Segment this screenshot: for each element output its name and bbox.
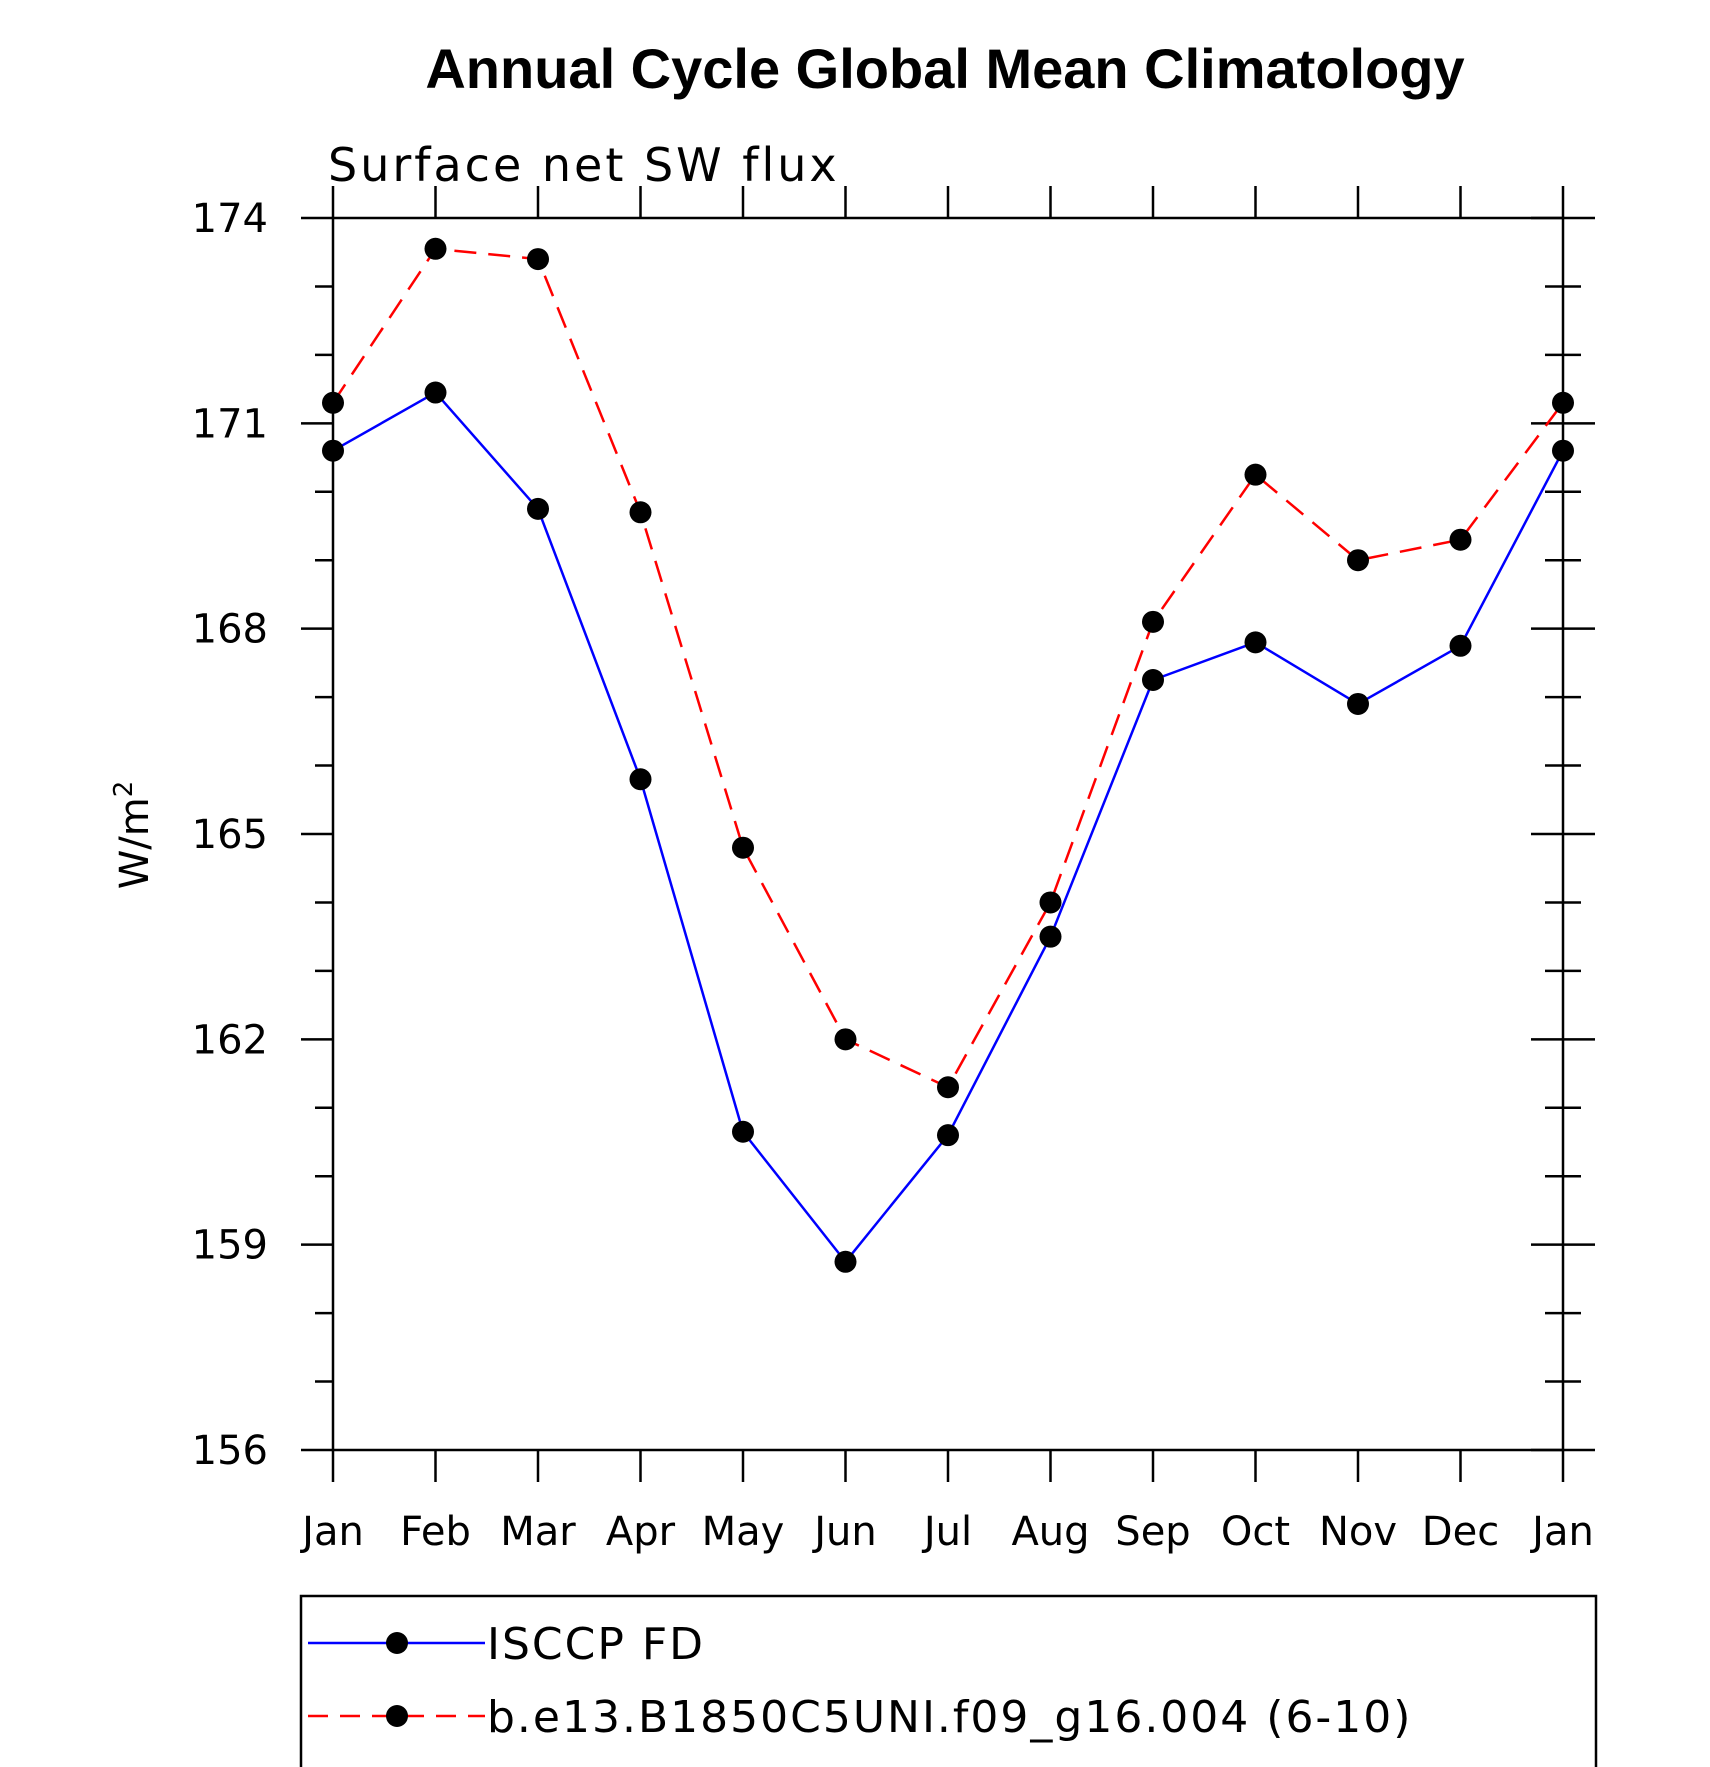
series-1-point [322,391,344,414]
series-line-1 [331,247,1565,1089]
y-axis-label-superscript: 2 [109,781,139,798]
y-tick-label: 174 [192,196,268,242]
x-tick-label: Nov [1319,1509,1397,1555]
series-1-point [1039,891,1062,914]
y-tick-label: 156 [192,1428,268,1474]
chart-title: Annual Cycle Global Mean Climatology [425,37,1464,100]
y-tick-label: 165 [192,812,268,858]
series-0-point [1039,925,1062,948]
y-tick-label: 159 [192,1223,268,1269]
series-1-point [834,1028,857,1051]
series-1-point [732,836,754,859]
x-tick-label: Oct [1221,1509,1290,1555]
x-tick-label: Dec [1422,1509,1499,1555]
legend-marker-model [386,1705,408,1727]
series-0-point [1142,669,1164,691]
series-0-point [424,381,447,404]
y-tick-label: 171 [192,401,268,447]
series-0-point [629,768,652,791]
x-tick-label: Feb [400,1509,471,1555]
series-0-point [834,1250,857,1273]
series-1-point [629,501,652,524]
series-1-point [1347,549,1369,572]
x-tick-label: Jan [299,1509,364,1555]
x-tick-label: Jan [1529,1509,1594,1555]
legend-label-model: b.e13.B1850C5UNI.f09_g16.004 (6-10) [487,1692,1412,1743]
series-1-point [1244,463,1267,486]
series-1-point [527,248,549,271]
plot-frame [331,216,1565,1452]
x-tick-label: Jul [921,1509,972,1555]
series-1-point [424,237,447,260]
legend-label-isccp: ISCCP FD [487,1619,705,1670]
y-axis-ticks [301,216,1595,1452]
legend-marker-isccp [386,1632,408,1654]
series-0-point [1552,439,1574,462]
x-tick-label: May [702,1509,785,1555]
series-0-point [1347,692,1369,715]
series-0-point [732,1120,754,1143]
series-1-point [937,1076,959,1099]
y-axis-label-text: W/m [112,797,158,889]
y-axis-tick-labels: 156 159 162 165 168 171 174 [192,196,268,1474]
x-axis-tick-labels: Jan Feb Mar Apr May Jun Jul Aug Sep Oct Nov Dec Jan [299,1509,1594,1555]
series-0-point [1244,631,1267,654]
legend: ISCCP FD b.e13.B1850C5UNI.f09_g16.004 (6… [299,1594,1598,1767]
chart-subtitle: Surface net SW flux [328,138,840,192]
x-tick-label: Jun [811,1509,877,1555]
series-0-point [322,439,344,462]
series-layer [322,237,1574,1273]
series-0-point [937,1124,959,1147]
legend-box [299,1594,1598,1767]
x-tick-label: Aug [1011,1509,1089,1555]
series-1-point [1142,610,1164,633]
series-0-point [1449,634,1472,657]
series-1-point [1552,391,1574,414]
x-tick-label: Sep [1115,1509,1190,1555]
y-tick-label: 168 [192,607,268,653]
y-tick-label: 162 [192,1017,268,1063]
series-0-point [527,497,549,520]
x-tick-label: Apr [606,1509,676,1555]
x-tick-label: Mar [500,1509,576,1555]
series-1-point [1449,528,1472,551]
y-axis-label: W/m2 [109,781,158,890]
x-axis-ticks [331,186,1565,1482]
